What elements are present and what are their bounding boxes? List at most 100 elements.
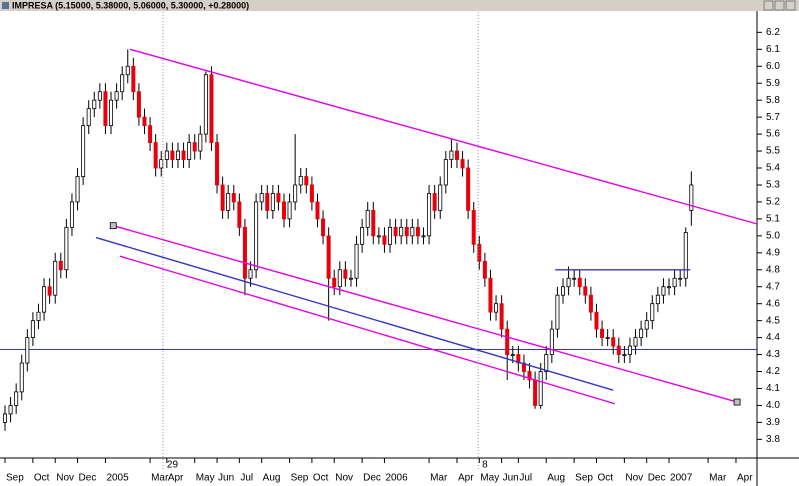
plot-area (0, 48, 757, 431)
candle-body (566, 277, 571, 288)
candle-body (36, 311, 41, 322)
candle-body (109, 99, 114, 127)
candle-body (42, 286, 47, 313)
candle-body (454, 150, 459, 160)
x-tick-label: Nov (335, 473, 353, 484)
title-bar (0, 0, 799, 11)
candle-body (672, 277, 677, 288)
candle-body (404, 226, 409, 237)
y-tick-label: 4.5 (766, 315, 780, 326)
candle-body (30, 320, 35, 338)
y-tick-label: 4.4 (766, 332, 780, 343)
x-tick-label: Apr (168, 473, 184, 484)
candle-body (633, 337, 638, 347)
candle-body (348, 277, 353, 280)
candle-body (678, 277, 683, 280)
x-tick-label: Nov (56, 473, 74, 484)
candle-body (471, 210, 476, 245)
y-tick-label: 5.0 (766, 230, 780, 241)
candle-body (159, 159, 164, 169)
candle-body (521, 362, 526, 372)
candle-body (337, 269, 342, 288)
x-tick-label: Sep (575, 473, 593, 484)
maximize-button[interactable] (774, 0, 785, 11)
x-tick-label: Jul (240, 473, 253, 484)
candle-body (181, 150, 186, 160)
x-tick-label: 2005 (106, 473, 129, 484)
candle-body (410, 226, 415, 237)
candle-body (588, 294, 593, 313)
candle-body (326, 235, 331, 279)
candle-body (281, 201, 286, 220)
candle-body (304, 176, 309, 186)
candle-body (19, 362, 24, 393)
x-tick-label: May (480, 473, 499, 484)
candle-body (226, 193, 231, 211)
candle-body (14, 391, 19, 406)
candle-body (276, 193, 281, 203)
candle-body (332, 277, 337, 288)
candle-body (499, 303, 504, 330)
candle-body (321, 218, 326, 237)
candle-body (555, 294, 560, 330)
y-tick-label: 5.4 (766, 163, 780, 174)
x-tick-label: Aug (547, 473, 565, 484)
trendline (95, 236, 614, 391)
candle-body (683, 232, 688, 279)
candle-body (622, 354, 627, 356)
candle-body (443, 159, 448, 186)
candle-body (577, 277, 582, 288)
candle-body (97, 91, 102, 101)
window-title: IMPRESA (5.15000, 5.38000, 5.06000, 5.30… (12, 0, 249, 10)
x-tick-label: Dec (363, 473, 381, 484)
minimize-button[interactable] (763, 0, 774, 11)
x-tick-label: Jul (519, 473, 532, 484)
candle-body (192, 142, 197, 152)
trendline-handle (733, 398, 741, 406)
x-tick-label: Mar (709, 473, 727, 484)
candle-body (215, 142, 220, 186)
candle-body (309, 184, 314, 203)
x-tick-label: 2006 (385, 473, 408, 484)
candle-body (616, 345, 621, 355)
y-tick-label: 4.9 (766, 247, 780, 258)
close-button[interactable] (785, 0, 796, 11)
y-tick-label: 4.3 (766, 349, 780, 360)
candle-body (572, 277, 577, 280)
candle-body (8, 405, 13, 415)
candle-body (142, 116, 147, 127)
candle-body (175, 150, 180, 160)
x-tick-label: Jun (218, 473, 234, 484)
x-tick-label: May (196, 473, 215, 484)
candle-body (25, 337, 30, 364)
candle-body (81, 125, 86, 177)
candle-body (494, 303, 499, 313)
candle-body (533, 379, 538, 406)
candle-body (136, 91, 141, 118)
candle-body (64, 226, 69, 271)
candle-body (248, 269, 253, 279)
y-tick-label: 5.3 (766, 180, 780, 191)
candle-body (689, 184, 694, 211)
y-tick-label: 5.8 (766, 95, 780, 106)
candle-body (125, 65, 130, 76)
candle-body (293, 184, 298, 203)
candle-body (53, 260, 58, 296)
window-icon (2, 2, 9, 9)
y-tick-label: 4.0 (766, 400, 780, 411)
candle-body (549, 328, 554, 355)
x-tick-label: Sep (6, 473, 24, 484)
candle-body (47, 286, 52, 296)
x-tick-label: Oct (597, 473, 613, 484)
candle-body (231, 193, 236, 203)
marker-label: 29 (167, 460, 179, 471)
candle-body (438, 184, 443, 211)
candle-body (371, 210, 376, 237)
candle-body (594, 311, 599, 330)
candle-body (505, 328, 510, 355)
candle-body (354, 243, 359, 279)
candle-body (131, 65, 136, 93)
trendline (119, 255, 616, 405)
